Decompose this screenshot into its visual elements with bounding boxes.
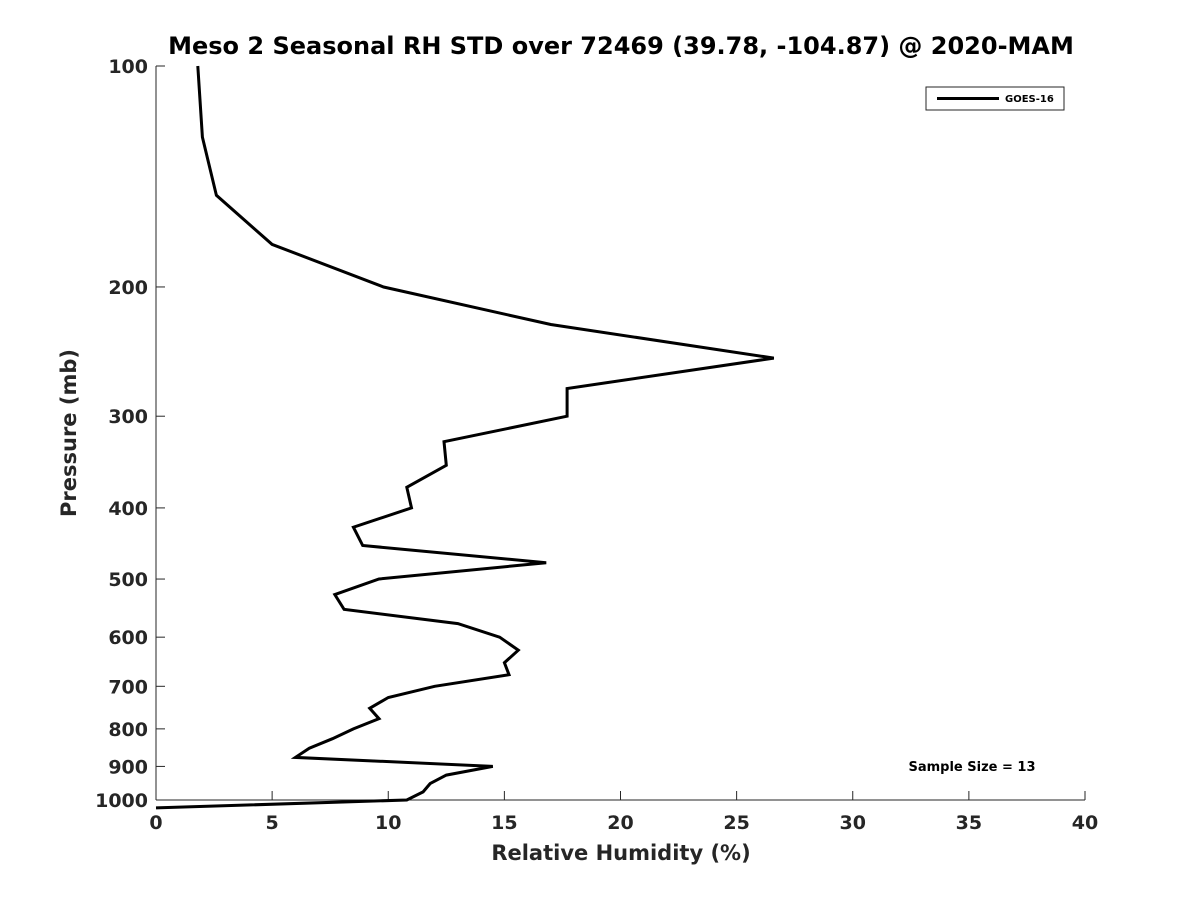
x-tick-label: 10: [375, 812, 401, 834]
y-tick-label: 600: [108, 627, 148, 649]
x-tick-label: 5: [266, 812, 279, 834]
y-tick-label: 100: [108, 56, 148, 78]
x-axis-label: Relative Humidity (%): [491, 841, 750, 865]
x-tick-label: 15: [491, 812, 517, 834]
x-tick-label: 30: [840, 812, 866, 834]
chart-title: Meso 2 Seasonal RH STD over 72469 (39.78…: [168, 32, 1074, 60]
legend: GOES-16: [925, 86, 1065, 111]
x-tick-label: 35: [956, 812, 982, 834]
y-tick-label: 200: [108, 277, 148, 299]
x-tick-label: 25: [723, 812, 749, 834]
sample-size-annotation: Sample Size = 13: [908, 760, 1035, 775]
y-tick-label: 800: [108, 719, 148, 741]
y-tick-label: 300: [108, 406, 148, 428]
y-tick-label: 900: [108, 756, 148, 778]
y-tick-label: 700: [108, 676, 148, 698]
y-tick-label: 1000: [95, 790, 148, 812]
y-tick-label: 400: [108, 498, 148, 520]
x-tick-label: 0: [149, 812, 162, 834]
y-axis-label: Pressure (mb): [57, 349, 81, 517]
x-tick-label: 40: [1072, 812, 1098, 834]
plot-area: 0 5 10 15 20 25 30 35 40 100 200 300 400 500 600 700 80…: [95, 56, 1098, 834]
y-tick-label: 500: [108, 569, 148, 591]
series-line-goes-16: [155, 65, 775, 810]
y-axis-ticks: 100 200 300 400 500 600 700 800 900 1000: [95, 56, 165, 812]
x-axis-ticks: 0 5 10 15 20 25 30 35 40: [149, 791, 1098, 834]
legend-label-goes-16: GOES-16: [1005, 94, 1054, 105]
x-tick-label: 20: [607, 812, 633, 834]
